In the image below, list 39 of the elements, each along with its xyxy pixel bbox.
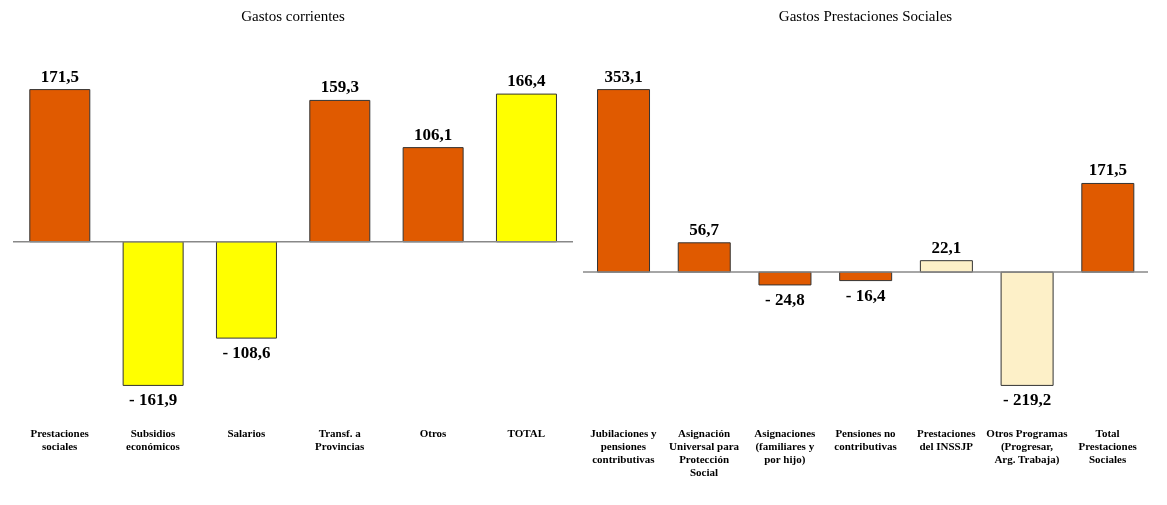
bar <box>309 99 371 243</box>
data-label: 171,5 <box>40 66 79 86</box>
data-label: - 24,8 <box>765 289 805 309</box>
x-tick-label: TOTAL <box>507 427 546 439</box>
x-tick-label: Jubilaciones y pensiones contributivas <box>590 427 658 465</box>
data-label: 56,7 <box>689 219 720 239</box>
bar <box>122 241 184 386</box>
chart-title: Gastos corrientes <box>240 8 346 26</box>
bar <box>597 89 651 273</box>
data-label: 171,5 <box>1088 160 1127 180</box>
data-label: - 16,4 <box>845 285 886 305</box>
bar <box>1081 182 1135 273</box>
data-label: 106,1 <box>414 124 453 144</box>
data-label: 22,1 <box>931 237 962 257</box>
x-tick-label: Otros Programas (Progresar, Arg. Trabaja) <box>986 427 1069 466</box>
bar <box>758 271 812 286</box>
x-tick-label: Subsidios económicos <box>126 427 181 452</box>
data-label: 353,1 <box>604 66 643 86</box>
data-label: 159,3 <box>320 77 359 97</box>
bar <box>402 147 464 243</box>
bar <box>677 242 731 273</box>
x-tick-label: Otros <box>419 427 448 439</box>
bar <box>495 93 557 243</box>
data-label: - 219,2 <box>1003 390 1052 410</box>
x-tick-label: Total Prestaciones Sociales <box>1078 427 1138 465</box>
chart-title: Gastos Prestaciones Sociales <box>777 8 954 26</box>
bar <box>215 241 277 339</box>
bar <box>1000 271 1054 386</box>
x-tick-label: Prestaciones sociales <box>30 427 90 452</box>
x-tick-label: Asignación Universal para Protección Social <box>669 427 740 478</box>
x-tick-label: Transf. a Provincias <box>315 427 366 452</box>
data-label: - 108,6 <box>222 343 271 363</box>
x-tick-label: Pensiones no contributivas <box>834 427 898 452</box>
x-tick-label: Asignaciones (familiares y por hijo) <box>754 427 817 466</box>
x-tick-label: Prestaciones del INSSJP <box>916 427 977 452</box>
data-label: - 161,9 <box>129 390 178 410</box>
bar <box>29 89 91 243</box>
x-tick-label: Salarios <box>227 427 266 439</box>
data-label: 166,4 <box>507 71 547 91</box>
